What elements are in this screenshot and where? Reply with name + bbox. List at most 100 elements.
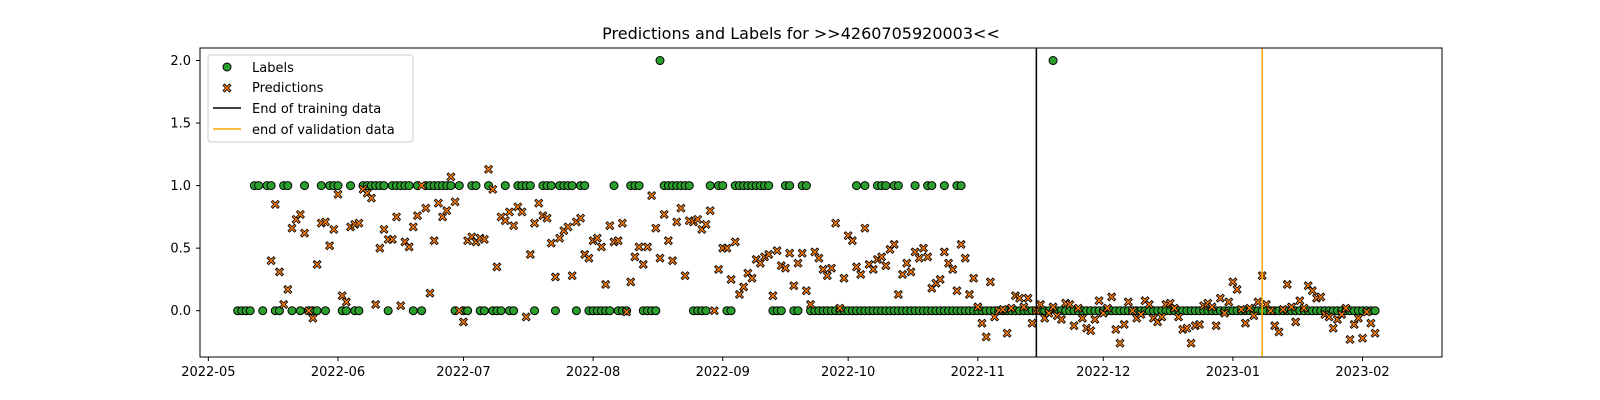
prediction-point [793,258,803,268]
prediction-point [814,253,824,263]
prediction-point [337,291,347,301]
prediction-point [780,263,791,273]
prediction-point [308,313,318,323]
label-point [634,181,644,191]
prediction-point [1341,303,1351,313]
label-point [684,181,694,191]
label-point [454,181,464,191]
label-point [525,181,535,191]
prediction-point [638,259,648,269]
prediction-point [354,218,364,228]
prediction-point [287,223,297,233]
plot-area [233,48,1380,357]
prediction-point [454,306,464,316]
prediction-point [1274,327,1284,337]
prediction-point [387,234,397,244]
label-point [1370,306,1380,316]
x-tick-label: 2022-07 [436,365,490,380]
prediction-point [1316,292,1326,302]
prediction-point [630,252,640,262]
prediction-point [1077,313,1087,323]
prediction-point [1023,293,1033,303]
x-tick-label: 2022-05 [181,365,235,380]
label-point [446,181,456,191]
prediction-point [421,203,431,213]
prediction-point [1366,318,1376,328]
label-point [258,306,268,316]
prediction-point [371,299,381,310]
label-point [254,181,264,191]
prediction-point [488,184,498,194]
label-point [910,181,920,191]
label-point [567,181,577,191]
prediction-point [341,297,351,307]
prediction-point [1282,279,1292,290]
prediction-point [881,261,891,271]
prediction-point [396,301,406,311]
x-tick-label: 2022-09 [696,365,750,380]
prediction-point [1186,338,1196,348]
prediction-point [818,264,828,274]
prediction-point [730,237,740,247]
prediction-point [747,273,757,283]
prediction-point [1027,318,1037,328]
label-point [852,181,862,191]
prediction-point [1069,321,1079,331]
prediction-point [655,253,665,263]
prediction-point [279,299,289,310]
prediction-point [1006,303,1016,313]
prediction-point [973,302,983,312]
x-tick-label: 2023-02 [1335,365,1389,380]
label-point [764,181,774,191]
prediction-point [960,253,970,263]
prediction-point [985,277,995,287]
label-point [354,306,364,316]
prediction-point [1337,309,1347,320]
prediction-point [952,286,962,296]
label-point [320,306,330,316]
prediction-point [412,211,423,221]
prediction-point [680,271,690,281]
prediction-point [1345,334,1355,345]
prediction-point [663,236,673,246]
prediction-point [584,253,594,263]
prediction-point [1194,319,1205,330]
label-point [463,306,473,316]
label-point [860,181,870,191]
label-point [266,181,276,191]
label-point [956,181,966,191]
label-point [417,306,427,316]
prediction-point [964,289,975,300]
label-point [705,181,715,191]
prediction-point [534,198,544,208]
label-point [379,181,389,191]
prediction-point [1228,277,1238,287]
prediction-point [437,212,448,222]
prediction-point [789,281,799,291]
x-tick-label: 2022-06 [311,365,365,380]
prediction-point [442,206,452,216]
prediction-point [785,248,795,258]
prediction-point [1169,303,1179,313]
prediction-point [592,233,602,243]
prediction-point [555,233,565,243]
prediction-point [897,269,908,279]
prediction-point [659,209,669,219]
label-point [580,181,590,191]
legend-box [207,54,414,143]
prediction-point [1090,314,1100,325]
prediction-point [1044,308,1054,318]
prediction-point [923,252,933,262]
prediction-point [1370,328,1380,338]
prediction-point [1019,302,1029,312]
label-point [776,306,786,316]
prediction-point [417,181,427,191]
prediction-point [567,271,577,281]
prediction-point [1219,308,1230,318]
prediction-point [1048,302,1058,312]
prediction-point [667,256,678,266]
label-point [1048,56,1058,66]
prediction-point [822,271,832,281]
prediction-point [479,234,489,244]
